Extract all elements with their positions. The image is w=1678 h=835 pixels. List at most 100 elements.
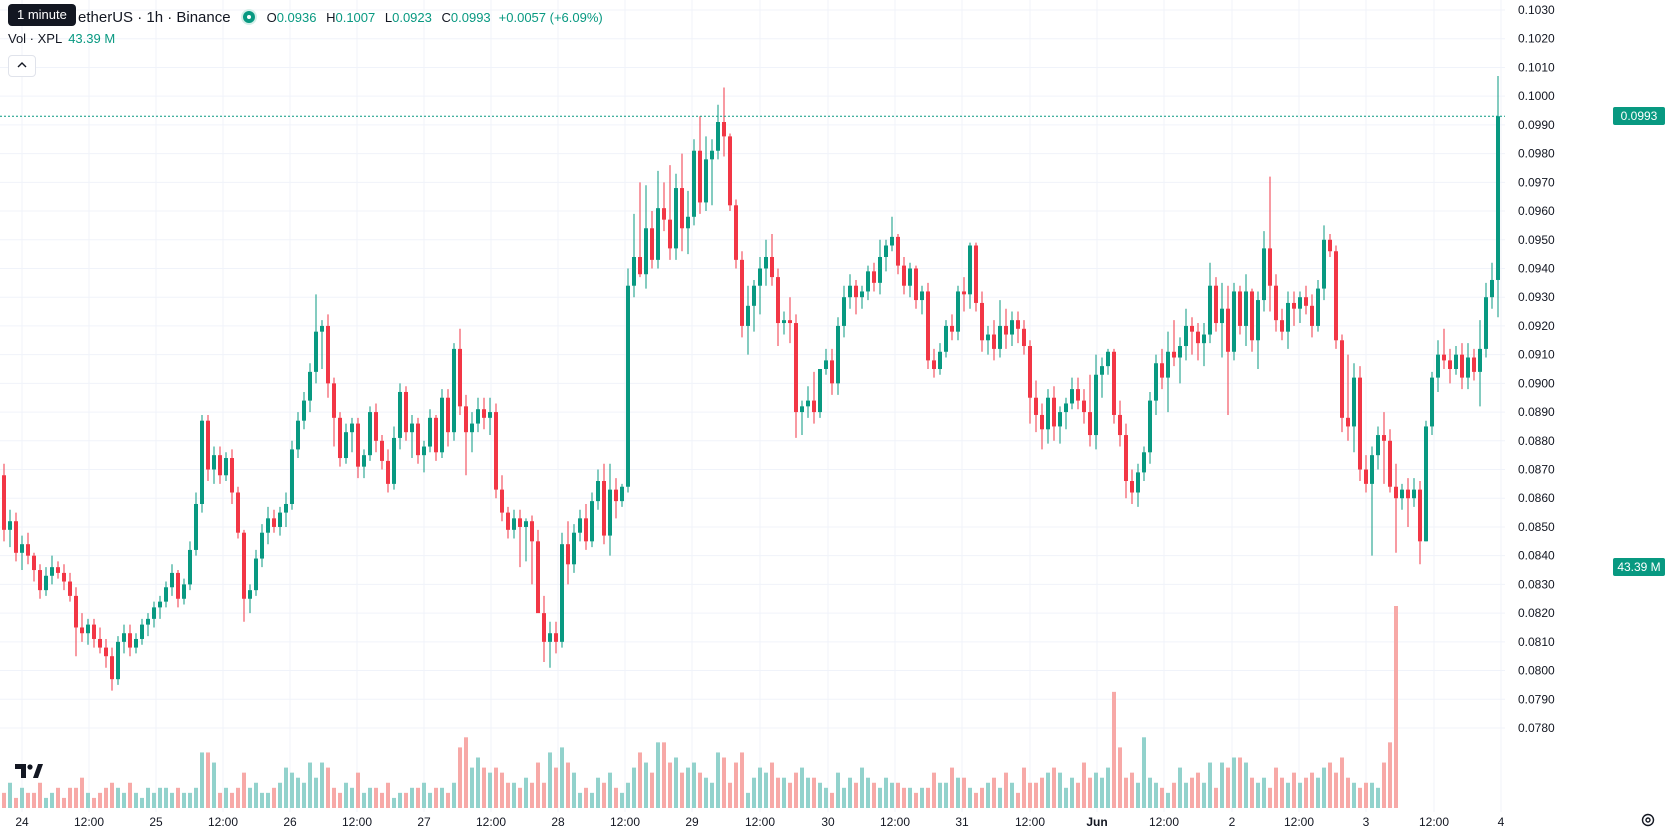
candle-body [206, 420, 210, 470]
candle-body [998, 325, 1002, 349]
candle-body [884, 245, 888, 257]
volume-bar [1268, 787, 1272, 808]
candle-body [674, 188, 678, 249]
volume-bar [1064, 787, 1068, 808]
volume-bar [560, 747, 564, 808]
candle-body [1454, 354, 1458, 369]
volume-bar [950, 767, 954, 808]
candle-body [578, 518, 582, 533]
candle-body [590, 501, 594, 542]
candle-body [374, 412, 378, 441]
volume-bar [1202, 782, 1206, 808]
candle-body [968, 245, 972, 295]
volume-bar [1028, 782, 1032, 808]
volume-bar [1220, 762, 1224, 808]
volume-bar [890, 782, 894, 808]
candle-body [632, 256, 636, 286]
tradingview-logo[interactable] [14, 762, 44, 782]
volume-bar [164, 787, 168, 808]
volume-bar [962, 777, 966, 808]
volume-bar [590, 792, 594, 808]
volume-bar [1394, 606, 1398, 808]
candle-body [326, 325, 330, 384]
candle-body [1268, 248, 1272, 286]
candle-body [182, 584, 186, 599]
volume-bar [8, 782, 12, 808]
time-tick-label: 12:00 [74, 815, 104, 829]
candle-body [1412, 489, 1416, 499]
candle-body [188, 549, 192, 585]
time-tick-label: 12:00 [1015, 815, 1045, 829]
candle-body [716, 122, 720, 151]
volume-bar [1094, 772, 1098, 808]
volume-bar [1298, 782, 1302, 808]
volume-bar [62, 797, 66, 808]
gear-icon[interactable] [1640, 812, 1656, 828]
candle-body [818, 369, 822, 413]
volume-bar [194, 787, 198, 808]
candle-body [824, 360, 828, 369]
candle-body [794, 323, 798, 413]
volume-bar [386, 782, 390, 808]
price-tick-label: 0.0810 [1518, 635, 1555, 649]
candle-body [224, 458, 228, 476]
volume-bar [794, 772, 798, 808]
volume-bar [506, 782, 510, 808]
candle-body [1010, 320, 1014, 335]
time-tick-label: 12:00 [342, 815, 372, 829]
volume-bar [1016, 792, 1020, 808]
volume-bar [518, 787, 522, 808]
volume-bar [1358, 787, 1362, 808]
candle-body [362, 455, 366, 467]
candles [2, 76, 1500, 691]
candle-body [284, 503, 288, 513]
candle-body [320, 325, 324, 332]
candle-body [806, 400, 810, 407]
volume-bar [1304, 777, 1308, 808]
candle-body [1460, 354, 1464, 378]
collapse-legend-button[interactable] [8, 55, 36, 77]
price-tick-label: 0.0800 [1518, 664, 1555, 678]
chevron-up-icon [17, 62, 27, 68]
candle-body [860, 291, 864, 298]
candle-body [446, 397, 450, 433]
candle-body [1496, 116, 1500, 280]
price-tick-label: 0.0860 [1518, 491, 1555, 505]
time-axis[interactable]: 24 12:00 25 12:00 26 12:00 27 12:00 28 12:00 29 12:… [15, 815, 1504, 829]
volume-bar [356, 772, 360, 808]
price-tick-label: 0.0820 [1518, 606, 1555, 620]
candle-body [410, 423, 414, 433]
volume-bar [980, 787, 984, 808]
candle-body [1016, 320, 1020, 329]
candle-body [1004, 325, 1008, 335]
volume-bar [50, 792, 54, 808]
candle-body [56, 567, 60, 573]
candle-body [1232, 291, 1236, 352]
volume-bar [86, 792, 90, 808]
candle-body [464, 406, 468, 433]
candle-body [1022, 328, 1026, 347]
price-axis[interactable]: 0.1030 0.1020 0.1010 0.1000 0.0990 0.0980 0.09… [1518, 3, 1555, 735]
volume-bar [410, 787, 414, 808]
volume-bar [104, 787, 108, 808]
volume-bar [1346, 777, 1350, 808]
candle-body [1406, 489, 1410, 499]
candle-body [1322, 239, 1326, 289]
candle-body [116, 641, 120, 680]
price-tick-label: 0.0960 [1518, 204, 1555, 218]
candle-body [230, 458, 234, 493]
candle-body [542, 613, 546, 642]
volume-bar [788, 782, 792, 808]
candle-body [1346, 417, 1350, 427]
volume-bar [1250, 777, 1254, 808]
symbol-title[interactable]: etherUS · 1h · Binance [78, 8, 231, 26]
candle-body [548, 633, 552, 642]
candle-body [1334, 251, 1338, 341]
price-tick-label: 0.1010 [1518, 60, 1555, 74]
market-status-icon[interactable] [242, 11, 255, 23]
candle-body [500, 489, 504, 513]
candle-body [416, 423, 420, 456]
volume-bar [1316, 777, 1320, 808]
time-tick-label: 12:00 [1284, 815, 1314, 829]
